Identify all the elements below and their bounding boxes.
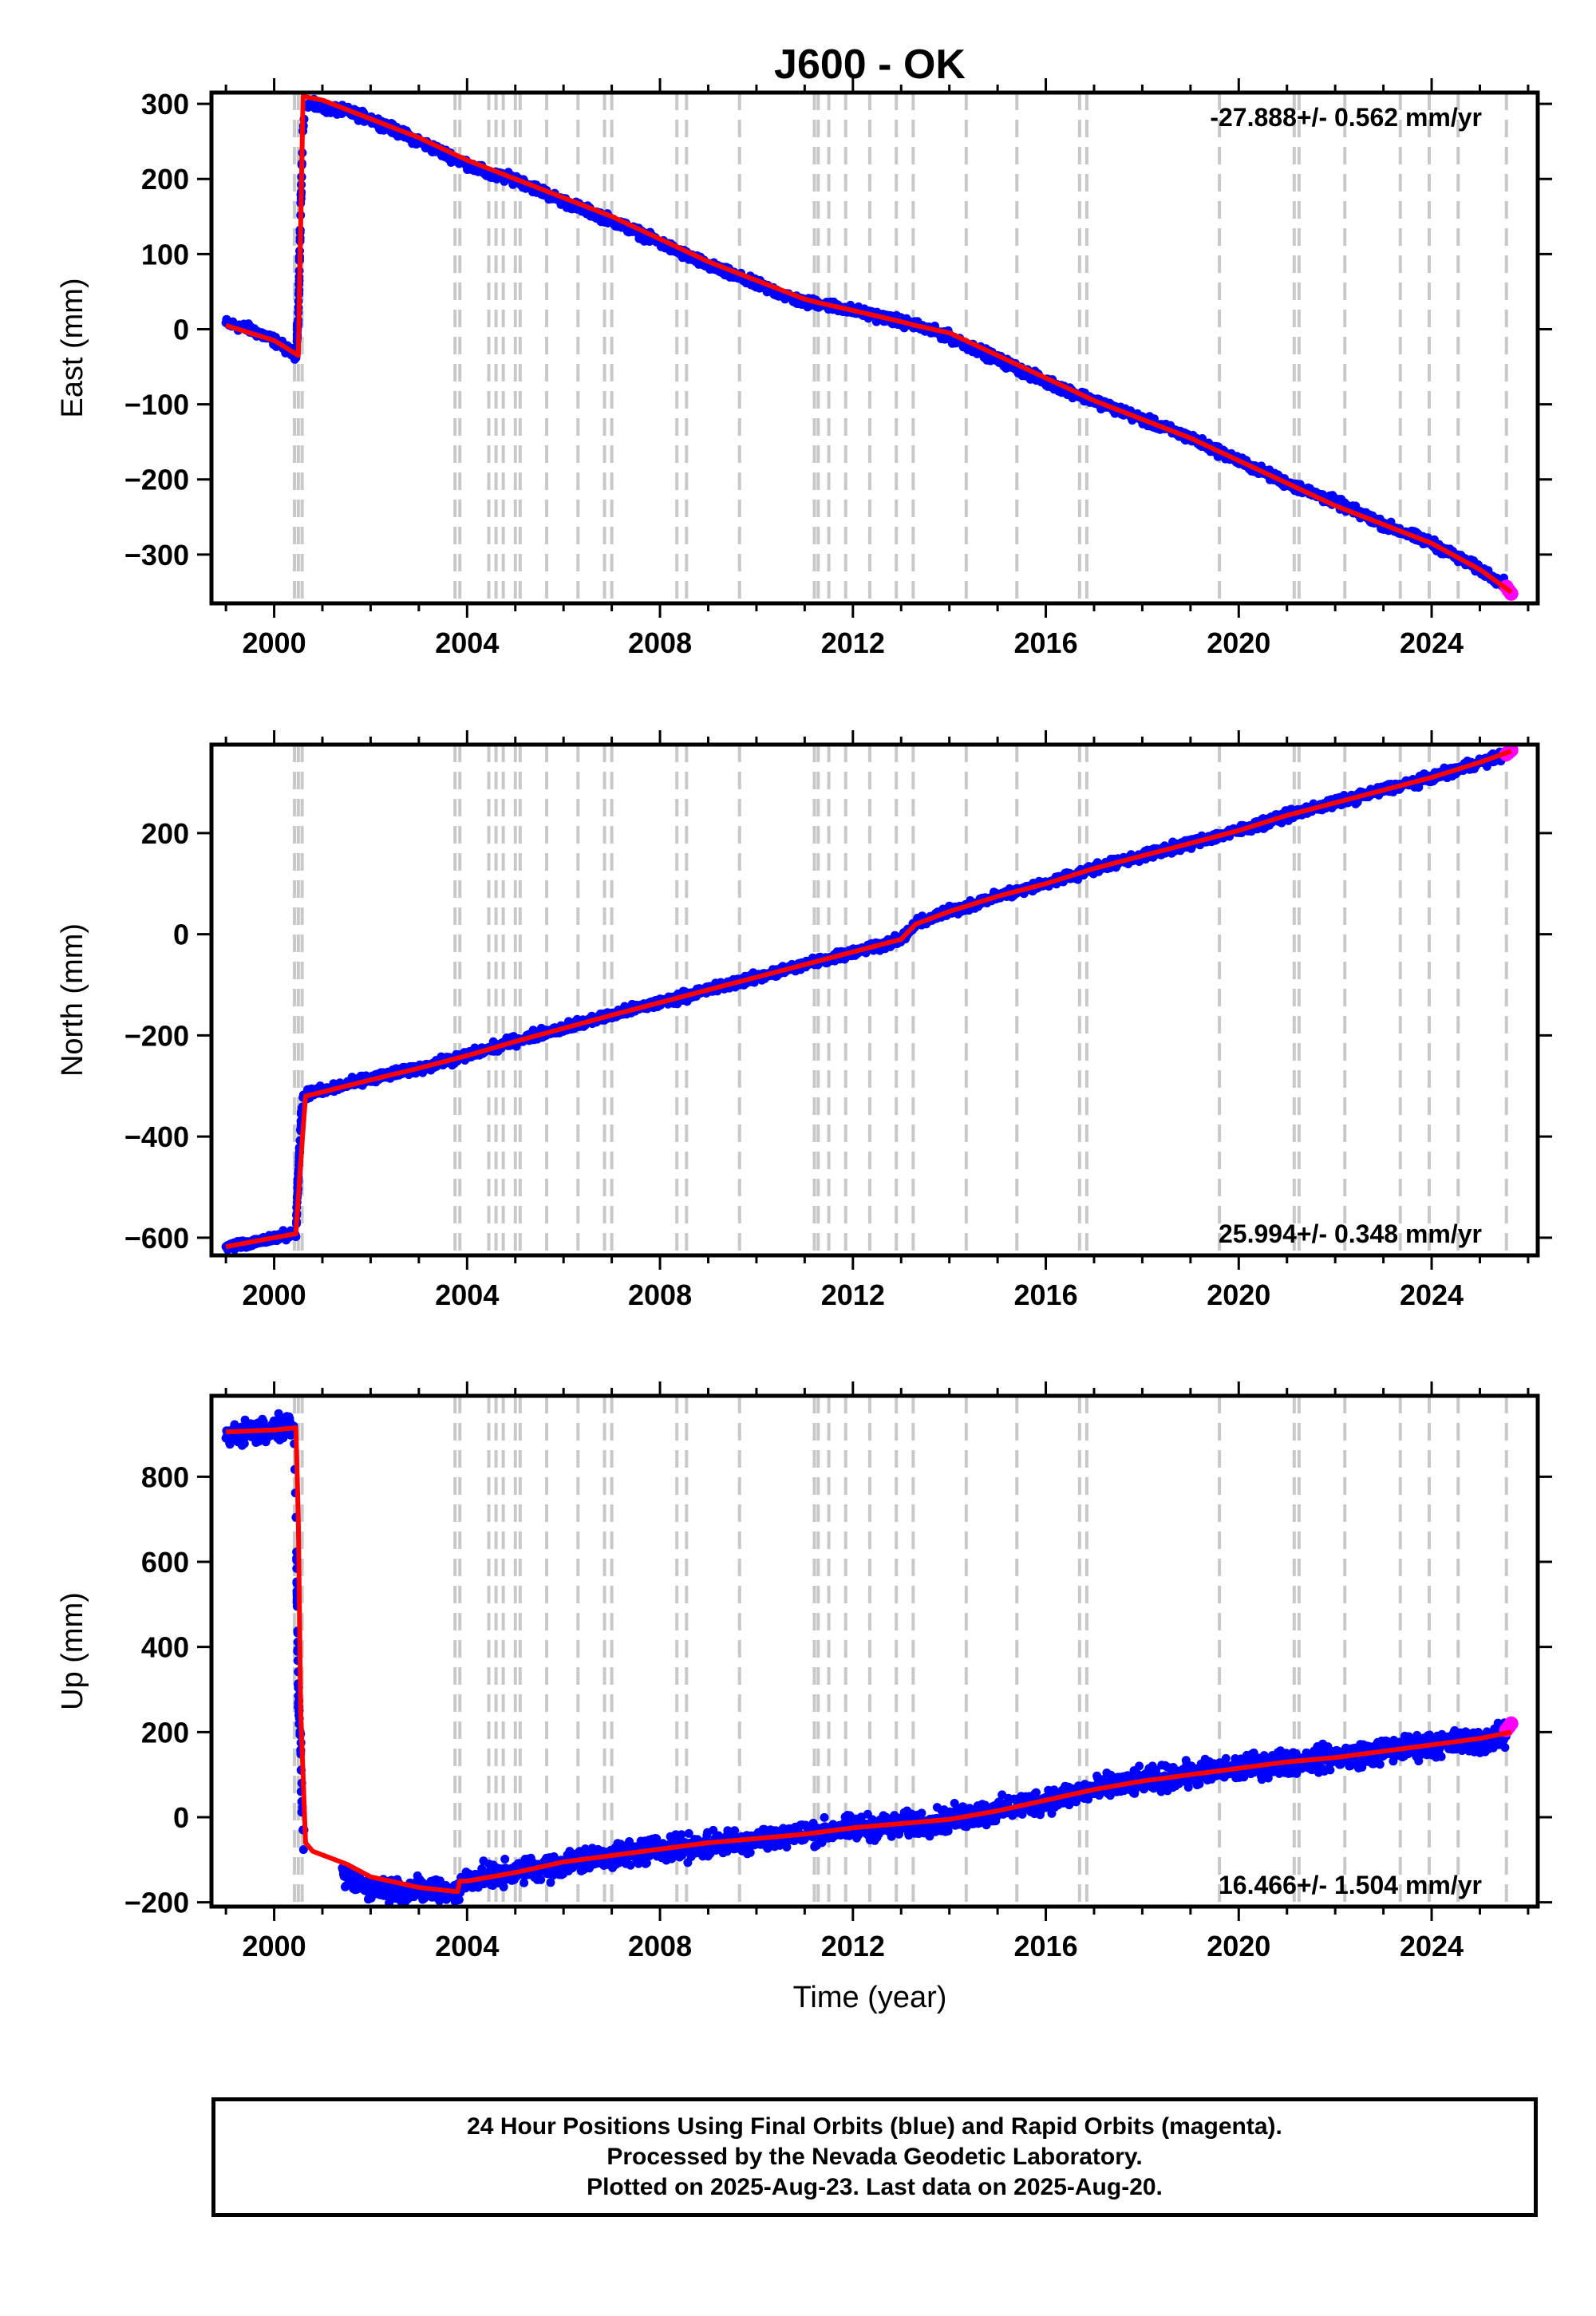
north-panel: 2000 2004 2008 2012 2016 2020 20242000−200−400… [56,730,1552,1311]
x-tick-label: 2020 [1207,626,1270,659]
y-tick-label: −300 [124,539,189,571]
x-tick-label: 2024 [1400,1279,1464,1311]
x-tick-label: 2016 [1014,626,1078,659]
event-lines [292,745,1508,1255]
up-panel: 2000 2004 2008 2012 2016 2020 2024800600400200… [56,1381,1552,1962]
rate-label: -27.888+/- 0.562 mm/yr [1210,103,1482,132]
model-fit-line [225,93,1513,595]
data-point [298,1845,308,1855]
model-fit-line [225,749,1512,1250]
x-tick-label: 2004 [435,1279,499,1311]
x-tick-label: 2012 [821,626,885,659]
x-tick-label: 2004 [435,626,499,659]
y-tick-label: −400 [124,1120,189,1153]
y-axis-label: East (mm) [56,278,89,417]
y-tick-label: 200 [141,817,189,850]
y-tick-label: 0 [173,313,189,346]
y-tick-label: 300 [141,88,189,121]
y-tick-label: −600 [124,1222,189,1255]
y-tick-label: 200 [141,163,189,196]
y-tick-label: −200 [124,1019,189,1052]
event-lines [292,93,1508,603]
east-panel: 2000 2004 2008 2012 2016 2020 2024 300 200 100 0 −1… [56,78,1552,659]
x-tick-label: 2000 [243,1279,306,1311]
chart-title: J600 - OK [774,41,966,88]
y-tick-label: 0 [173,919,189,951]
x-tick-label: 2020 [1207,1279,1270,1311]
y-tick-label: 100 [141,238,189,271]
final-orbit-points [221,94,1519,601]
x-tick-label: 2016 [1014,1279,1078,1311]
y-axis-label: North (mm) [56,923,89,1077]
x-tick-label: 2012 [821,1279,885,1311]
y-tick-label: −200 [124,464,189,496]
x-tick-label: 2008 [628,626,692,659]
data-point [225,1440,235,1449]
plot-frame [209,90,1540,606]
data-point [239,1439,249,1448]
rate-label: 25.994+/- 0.348 mm/yr [1219,1219,1482,1248]
y-tick-label: −100 [124,389,189,421]
plot-frame [209,742,1540,1258]
data-point [341,1881,350,1891]
x-tick-label: 2024 [1400,626,1464,659]
x-tick-label: 2008 [628,1279,692,1311]
x-tick-label: 2000 [243,626,306,659]
